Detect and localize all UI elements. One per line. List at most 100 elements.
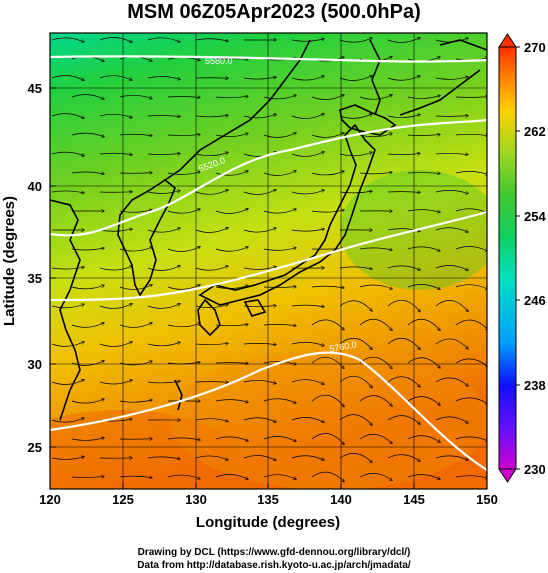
streamline	[263, 324, 296, 325]
streamline	[263, 95, 296, 100]
streamline	[167, 172, 200, 175]
streamline	[167, 134, 200, 135]
streamline	[119, 94, 152, 98]
streamline	[407, 284, 440, 290]
streamline	[51, 75, 84, 81]
x-tick-140: 140	[330, 492, 352, 507]
streamline	[359, 247, 392, 250]
streamline	[51, 304, 84, 309]
streamline	[99, 192, 132, 193]
streamline	[51, 151, 84, 156]
streamline	[339, 453, 372, 462]
streamline	[147, 228, 180, 233]
streamline	[71, 171, 104, 174]
streamline	[311, 210, 344, 213]
streamline	[119, 247, 152, 252]
streamline	[291, 455, 324, 460]
streamline	[147, 342, 180, 347]
streamline	[263, 474, 296, 480]
streamline	[195, 152, 228, 157]
streamline	[407, 396, 440, 406]
streamline	[407, 96, 440, 99]
streamline	[215, 399, 248, 403]
streamline	[195, 382, 228, 383]
y-tick-35: 35	[28, 271, 42, 286]
streamline	[71, 477, 104, 478]
streamline	[119, 323, 152, 328]
streamline	[71, 285, 104, 290]
streamline	[99, 266, 132, 271]
streamline	[263, 133, 296, 138]
streamline	[387, 299, 420, 311]
contour-label-5760: 5760.0	[329, 339, 358, 354]
streamline	[263, 248, 296, 251]
streamline	[339, 76, 372, 81]
streamline	[147, 191, 180, 194]
streamline	[339, 414, 372, 426]
streamline	[99, 342, 132, 347]
streamline	[291, 229, 324, 232]
streamline	[311, 171, 344, 176]
streamline	[359, 395, 392, 407]
streamline	[291, 76, 324, 81]
streamline	[387, 454, 420, 462]
streamline	[455, 475, 487, 479]
streamline	[51, 113, 84, 119]
streamline	[311, 133, 344, 138]
y-axis-label: Latitude (degrees)	[1, 196, 18, 326]
streamline	[119, 173, 152, 174]
streamline	[147, 381, 180, 383]
colorbar-tick-238: 238	[524, 378, 546, 393]
streamline	[167, 437, 200, 440]
streamline	[243, 417, 276, 422]
streamline	[51, 457, 84, 460]
streamline	[435, 77, 468, 80]
streamline	[435, 116, 468, 117]
streamline	[119, 361, 152, 366]
streamline	[243, 114, 276, 119]
streamline	[263, 287, 296, 288]
streamline	[291, 379, 324, 385]
colorbar-tick-230: 230	[524, 462, 546, 477]
streamline	[387, 76, 420, 81]
streamline	[215, 363, 248, 364]
streamline	[119, 400, 152, 403]
streamline	[311, 95, 344, 100]
streamline	[71, 94, 104, 100]
streamline	[407, 474, 440, 480]
streamline	[291, 305, 324, 307]
streamline	[147, 304, 180, 309]
streamline	[339, 266, 372, 269]
streamline	[195, 38, 228, 41]
streamline	[99, 229, 132, 232]
streamline	[435, 338, 468, 349]
streamline	[99, 304, 132, 309]
x-tick-150: 150	[476, 492, 498, 507]
streamline	[215, 96, 248, 98]
streamline	[387, 415, 420, 425]
contour-label-5580: 5580.0	[205, 56, 233, 66]
streamline	[311, 286, 344, 288]
streamline	[455, 397, 487, 404]
streamline	[339, 114, 372, 119]
streamline	[119, 285, 152, 290]
streamline	[339, 152, 372, 157]
streamline	[71, 323, 104, 328]
streamline	[291, 152, 324, 157]
streamline	[119, 476, 152, 478]
streamline	[407, 173, 440, 174]
streamline	[215, 474, 248, 480]
streamline	[339, 375, 372, 387]
streamline	[99, 153, 132, 155]
streamline	[291, 114, 324, 119]
streamline	[359, 473, 392, 480]
streamline	[119, 134, 152, 135]
streamline	[147, 76, 180, 80]
y-tick-40: 40	[28, 179, 42, 194]
streamline	[291, 190, 324, 195]
streamline	[435, 416, 468, 423]
streamline	[407, 246, 440, 251]
streamline	[243, 267, 276, 270]
y-tick-30: 30	[28, 357, 42, 372]
